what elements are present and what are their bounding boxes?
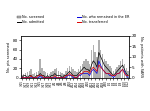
Bar [127, 71, 129, 78]
Bar [85, 59, 87, 78]
Bar [34, 73, 35, 78]
Bar [52, 71, 54, 78]
Legend: No. who remained in the ER, No. transferred: No. who remained in the ER, No. transfer… [77, 15, 129, 24]
Bar [47, 73, 48, 78]
Bar [87, 61, 88, 78]
Bar [39, 59, 41, 78]
Bar [111, 68, 112, 78]
Bar [124, 64, 125, 78]
Bar [102, 54, 103, 78]
Bar [72, 69, 74, 78]
Bar [49, 74, 50, 78]
Bar [116, 67, 118, 78]
Bar [126, 68, 127, 78]
Bar [94, 52, 96, 78]
Bar [56, 68, 57, 78]
Bar [76, 72, 78, 78]
Bar [98, 40, 100, 78]
Bar [21, 75, 23, 78]
Bar [89, 64, 90, 78]
Bar [122, 59, 123, 78]
Bar [80, 66, 81, 78]
Bar [23, 74, 24, 78]
Bar [67, 68, 68, 78]
Bar [28, 71, 30, 78]
Bar [65, 71, 67, 78]
Bar [50, 72, 52, 78]
Bar [41, 68, 43, 78]
Bar [103, 59, 105, 78]
Bar [78, 69, 79, 78]
Bar [93, 45, 94, 78]
Bar [38, 71, 39, 78]
Bar [32, 74, 34, 78]
Bar [45, 72, 46, 78]
Bar [61, 73, 63, 78]
Bar [71, 67, 72, 78]
Bar [100, 50, 101, 78]
Y-axis label: No. pts screened: No. pts screened [7, 42, 11, 72]
Bar [36, 72, 37, 78]
Bar [83, 61, 85, 78]
Bar [54, 69, 56, 78]
Bar [113, 71, 114, 78]
Bar [60, 72, 61, 78]
Bar [58, 71, 59, 78]
Bar [82, 64, 83, 78]
Bar [96, 57, 98, 78]
Bar [115, 69, 116, 78]
Bar [109, 66, 111, 78]
Bar [107, 64, 109, 78]
Bar [118, 65, 120, 78]
Y-axis label: No. patients with SARS: No. patients with SARS [139, 36, 143, 77]
Bar [105, 61, 107, 78]
Bar [74, 71, 76, 78]
Bar [91, 50, 92, 78]
Bar [27, 72, 28, 78]
Bar [69, 66, 70, 78]
Bar [30, 69, 32, 78]
Bar [120, 61, 122, 78]
Bar [25, 73, 26, 78]
Bar [43, 71, 45, 78]
Bar [63, 74, 65, 78]
